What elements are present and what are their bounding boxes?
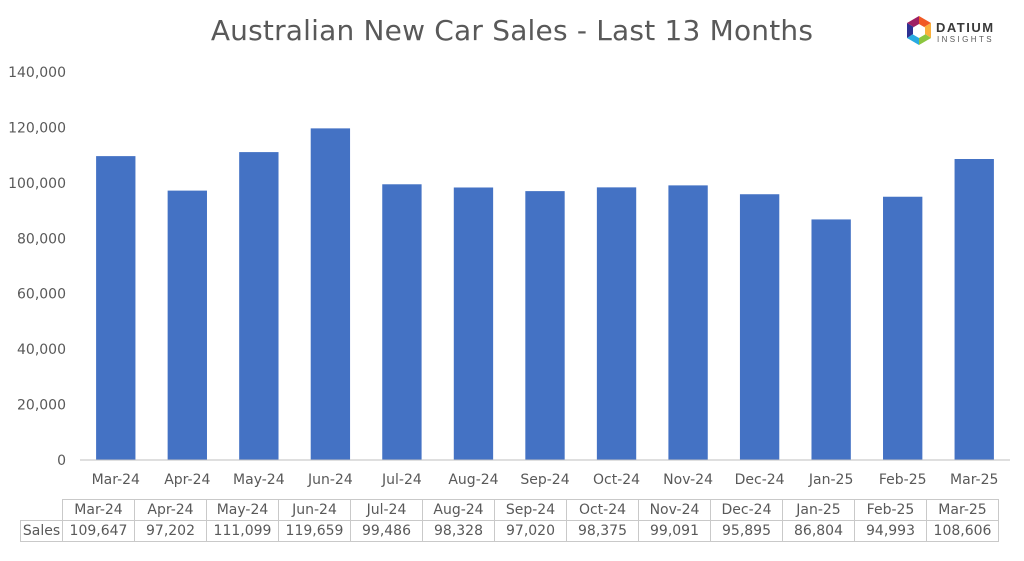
x-tick-label: Feb-25 <box>879 472 927 488</box>
y-tick-label: 40,000 <box>17 342 66 358</box>
bar-sep-24 <box>525 191 565 460</box>
y-tick-label: 140,000 <box>8 65 66 81</box>
data-table-category: Jan-25 <box>782 499 855 521</box>
y-tick-label: 60,000 <box>17 287 66 303</box>
chart-title: Australian New Car Sales - Last 13 Month… <box>210 14 814 47</box>
x-tick-label: Dec-24 <box>735 472 785 488</box>
data-table-value: 99,486 <box>350 520 423 542</box>
data-table-category: Aug-24 <box>422 499 495 521</box>
bar-dec-24 <box>739 194 780 460</box>
data-table-series-name: Sales <box>20 520 63 542</box>
data-table-category: Apr-24 <box>134 499 207 521</box>
data-table-value: 97,202 <box>134 520 207 542</box>
x-tick-label: Jun-24 <box>307 472 353 488</box>
data-table-value: 109,647 <box>62 520 135 542</box>
data-table-value: 98,375 <box>566 520 639 542</box>
y-tick-label: 100,000 <box>8 176 66 192</box>
bars <box>96 128 994 461</box>
y-axis: 0 20,000 40,000 60,000 80,000 100,000 120,000 1… <box>8 65 66 469</box>
bar-jan-25 <box>811 219 851 460</box>
data-table-category: Nov-24 <box>638 499 711 521</box>
data-table-category: Sep-24 <box>494 499 567 521</box>
x-tick-label: Jul-24 <box>381 472 422 488</box>
x-tick-label: Mar-25 <box>950 472 998 488</box>
bar-jun-24 <box>310 128 351 460</box>
data-table-value: 119,659 <box>278 520 351 542</box>
data-table-value: 108,606 <box>926 520 999 542</box>
x-tick-label: May-24 <box>233 472 285 488</box>
bar-mar-24 <box>96 156 136 461</box>
data-table-value: 98,328 <box>422 520 495 542</box>
data-table-value: 97,020 <box>494 520 567 542</box>
data-table-category: Jun-24 <box>278 499 351 521</box>
x-tick-label: Nov-24 <box>663 472 713 488</box>
data-table-value: 94,993 <box>854 520 927 542</box>
data-table-value: 95,895 <box>710 520 783 542</box>
data-table-category: Oct-24 <box>566 499 639 521</box>
logo-name: DATIUM <box>936 20 995 35</box>
y-tick-label: 80,000 <box>17 231 66 247</box>
y-tick-label: 0 <box>57 453 66 469</box>
data-table-category: Feb-25 <box>854 499 927 521</box>
datium-logo: DATIUM INSIGHTS <box>904 14 1014 52</box>
bar-may-24 <box>239 152 279 461</box>
bar-jul-24 <box>382 184 422 460</box>
bar-aug-24 <box>453 187 494 460</box>
data-table-value: 111,099 <box>206 520 279 542</box>
x-tick-label: Jan-25 <box>808 472 853 488</box>
data-table-value: 99,091 <box>638 520 711 542</box>
data-table-value: 86,804 <box>782 520 855 542</box>
data-table-category: May-24 <box>206 499 279 521</box>
x-tick-label: Aug-24 <box>448 472 498 488</box>
data-table-row: Sales 109,647 97,202 111,099 119,659 99,486 9… <box>20 520 999 542</box>
x-tick-label: Sep-24 <box>520 472 569 488</box>
bar-apr-24 <box>167 190 207 460</box>
data-table-category: Dec-24 <box>710 499 783 521</box>
x-tick-label: Apr-24 <box>164 472 210 488</box>
bar-oct-24 <box>596 187 637 460</box>
bar-mar-25 <box>954 159 994 460</box>
bar-chart: 0 20,000 40,000 60,000 80,000 100,000 120,000 1… <box>8 65 1010 488</box>
data-table-header-row: Mar-24 Apr-24 May-24 Jun-24 Jul-24 Aug-24 Sep-… <box>20 499 999 521</box>
data-table-corner <box>20 499 63 521</box>
bar-feb-25 <box>883 196 923 460</box>
y-tick-label: 20,000 <box>17 398 66 414</box>
data-table-category: Jul-24 <box>350 499 423 521</box>
x-tick-label: Oct-24 <box>593 472 640 488</box>
x-tick-label: Mar-24 <box>92 472 140 488</box>
x-axis: Mar-24 Apr-24 May-24 Jun-24 Jul-24 Aug-24 Sep-… <box>92 472 999 488</box>
logo-tagline: INSIGHTS <box>937 35 994 44</box>
data-table-category: Mar-24 <box>62 499 135 521</box>
datium-logo-mark-icon <box>907 16 931 45</box>
data-table-category: Mar-25 <box>926 499 999 521</box>
bar-nov-24 <box>668 185 708 460</box>
data-table: Mar-24 Apr-24 May-24 Jun-24 Jul-24 Aug-24 Sep-… <box>20 499 999 542</box>
y-tick-label: 120,000 <box>8 120 66 136</box>
